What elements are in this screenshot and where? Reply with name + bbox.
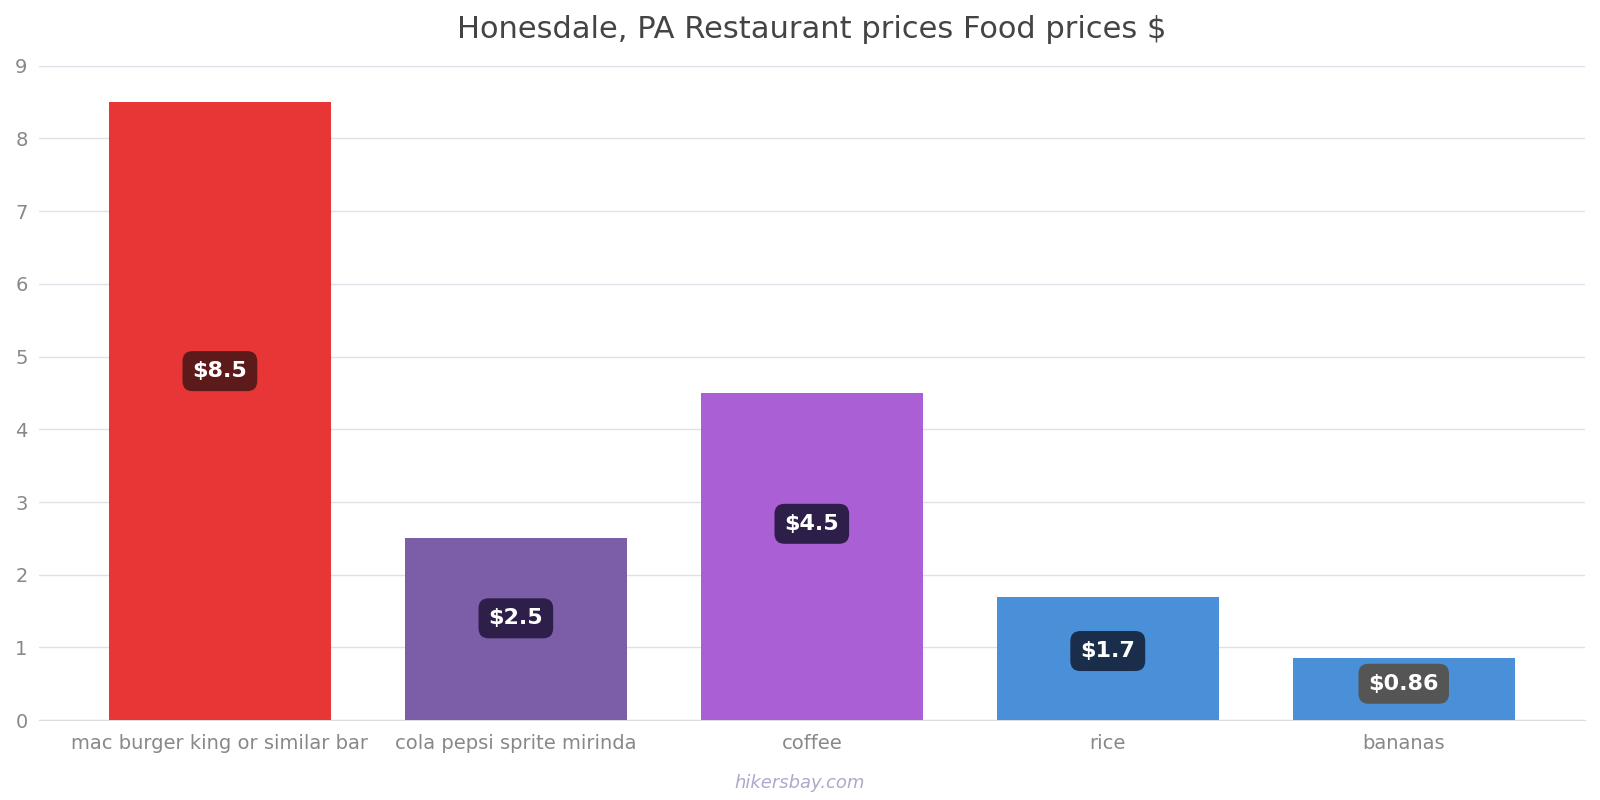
Text: $2.5: $2.5	[488, 608, 542, 628]
Bar	[701, 393, 923, 720]
Text: $1.7: $1.7	[1080, 641, 1136, 661]
Bar	[109, 102, 331, 720]
Text: $4.5: $4.5	[784, 514, 838, 534]
Text: hikersbay.com: hikersbay.com	[734, 774, 866, 792]
Bar	[997, 597, 1219, 720]
Text: $8.5: $8.5	[192, 361, 248, 381]
Bar	[1293, 658, 1515, 720]
Bar	[405, 538, 627, 720]
Title: Honesdale, PA Restaurant prices Food prices $: Honesdale, PA Restaurant prices Food pri…	[458, 15, 1166, 44]
Text: $0.86: $0.86	[1368, 674, 1438, 694]
